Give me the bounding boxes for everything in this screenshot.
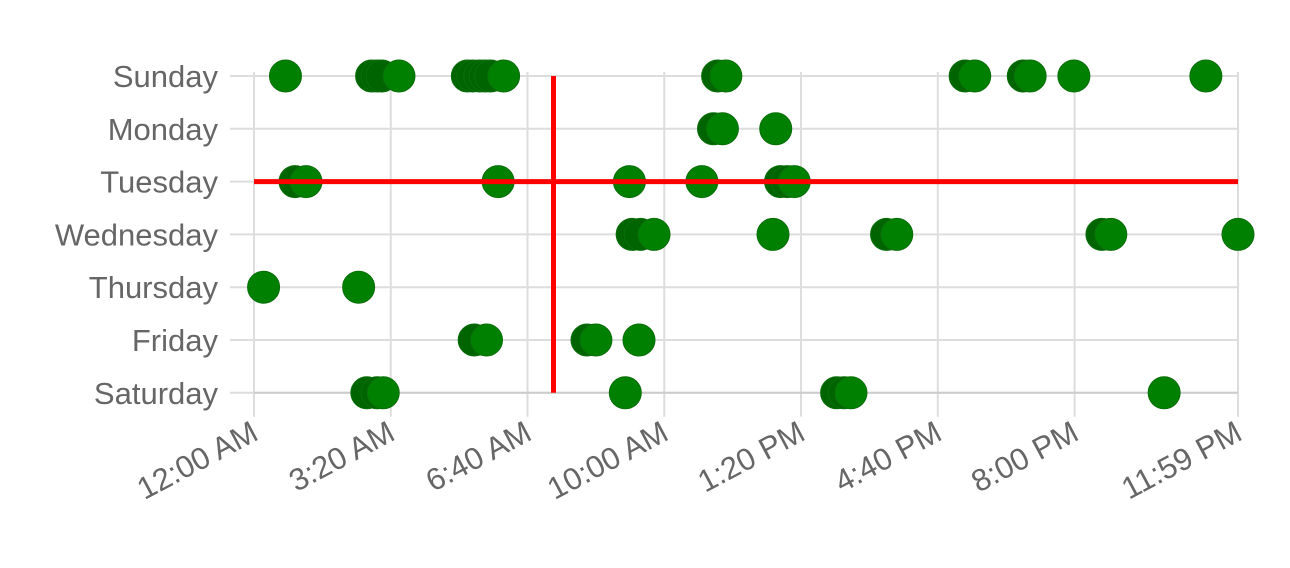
- data-point: [709, 59, 743, 93]
- x-tick-label: 6:40 AM: [420, 414, 537, 498]
- x-tick-label: 1:20 PM: [692, 414, 810, 499]
- x-tick-label: 8:00 PM: [965, 414, 1083, 499]
- data-point: [1221, 217, 1255, 251]
- x-tick-label: 3:20 AM: [283, 414, 400, 498]
- data-point: [247, 270, 281, 304]
- data-point: [342, 270, 376, 304]
- x-tick-label: 4:40 PM: [829, 414, 947, 499]
- data-point: [958, 59, 992, 93]
- data-point: [622, 323, 656, 357]
- data-point: [579, 323, 613, 357]
- data-point: [834, 376, 868, 410]
- y-tick-label: Wednesday: [55, 217, 219, 252]
- y-tick-label: Tuesday: [100, 165, 218, 200]
- y-tick-label: Sunday: [113, 59, 219, 94]
- data-point: [487, 59, 521, 93]
- crosshair: [254, 76, 1238, 393]
- x-tick-label: 11:59 PM: [1116, 414, 1248, 506]
- y-tick-label: Saturday: [94, 376, 219, 411]
- data-point: [1057, 59, 1091, 93]
- data-point: [1094, 217, 1128, 251]
- data-point: [1189, 59, 1223, 93]
- data-point: [366, 376, 400, 410]
- data-point: [1147, 376, 1181, 410]
- data-point: [608, 376, 642, 410]
- data-point: [469, 323, 503, 357]
- data-point: [382, 59, 416, 93]
- data-point: [759, 112, 793, 146]
- data-point: [880, 217, 914, 251]
- y-axis-tick-labels: Sunday Monday Tuesday Wednesday Thursday Frid…: [55, 59, 219, 411]
- y-tick-label: Thursday: [89, 270, 219, 305]
- y-tick-label: Monday: [108, 112, 219, 147]
- data-point: [756, 217, 790, 251]
- x-axis-tick-labels: 12:00 AM 3:20 AM 6:40 AM 10:00 AM 1:20 PM 4:4…: [131, 414, 1247, 506]
- data-point: [268, 59, 302, 93]
- x-tick-label: 12:00 AM: [131, 414, 263, 506]
- data-point: [1013, 59, 1047, 93]
- data-point: [637, 217, 671, 251]
- data-point: [705, 112, 739, 146]
- y-tick-label: Friday: [132, 323, 219, 358]
- x-tick-label: 10:00 AM: [541, 414, 673, 506]
